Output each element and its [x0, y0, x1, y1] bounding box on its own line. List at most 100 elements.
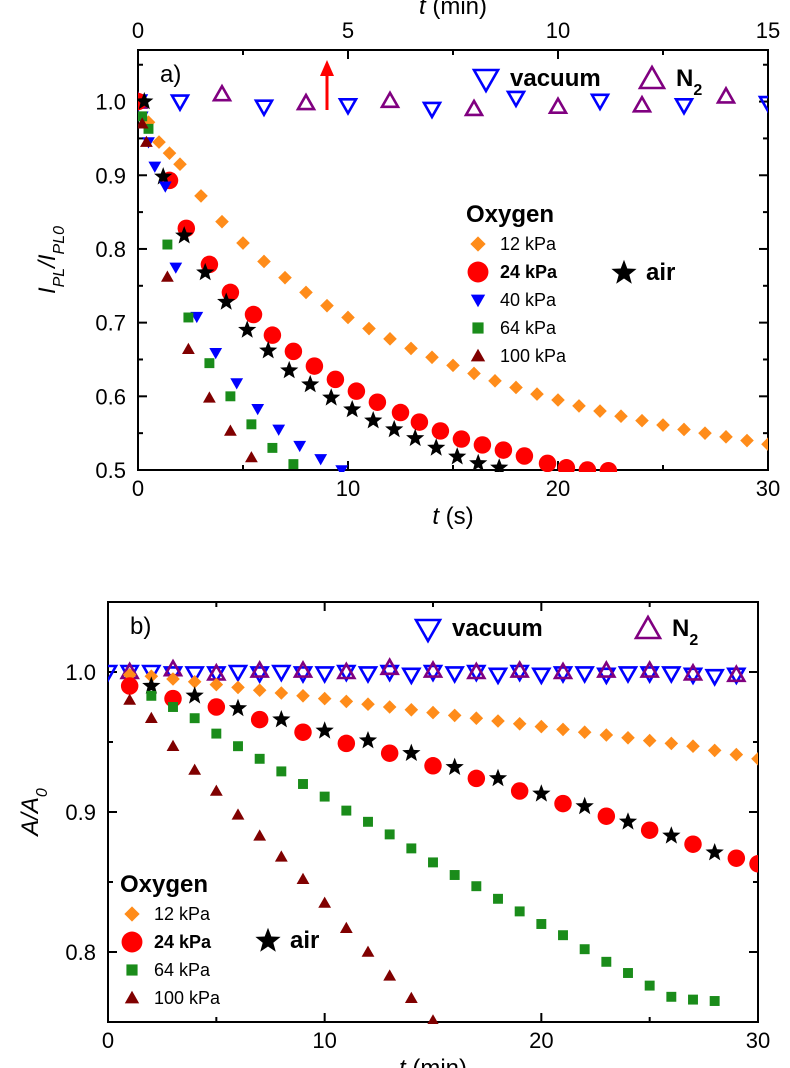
- data-point: [452, 430, 471, 448]
- data-point: [385, 419, 404, 438]
- data-point: [166, 672, 180, 686]
- legend-marker: [467, 261, 489, 283]
- data-point: [337, 734, 356, 753]
- data-point: [707, 743, 722, 758]
- data-point: [314, 666, 335, 685]
- data-point: [236, 236, 250, 250]
- data-point: [623, 968, 633, 978]
- data-point: [510, 782, 529, 800]
- y-label-slash: /: [34, 259, 61, 270]
- data-point: [531, 667, 552, 686]
- x-axis-label-var: t: [399, 1055, 407, 1068]
- data-point: [238, 320, 257, 338]
- data-point: [361, 945, 375, 957]
- data-point: [209, 784, 223, 796]
- data-point: [162, 239, 173, 250]
- data-point: [227, 664, 249, 683]
- data-point: [173, 157, 187, 172]
- data-point: [379, 90, 401, 109]
- data-point: [337, 97, 359, 116]
- panel-label: b): [130, 613, 151, 640]
- data-point: [426, 705, 440, 720]
- data-point: [404, 341, 418, 356]
- legend-marker: [255, 927, 281, 952]
- series-12-kpa: [122, 668, 758, 766]
- top-x-tick-label: 10: [546, 18, 570, 43]
- series-air: [138, 92, 509, 472]
- data-point: [509, 659, 530, 678]
- data-point: [466, 661, 487, 680]
- data-point: [661, 666, 682, 685]
- data-point: [469, 711, 484, 725]
- series-24-kpa: [120, 677, 758, 873]
- data-point: [343, 400, 362, 418]
- data-point: [249, 659, 270, 678]
- top-x-tick-label: 5: [342, 18, 354, 43]
- data-point: [245, 451, 258, 463]
- data-point: [664, 736, 679, 751]
- data-point: [246, 419, 257, 430]
- legend-label: N2: [672, 615, 698, 649]
- legend-label: 12 kPa: [500, 234, 557, 254]
- data-point: [259, 341, 278, 359]
- data-points: [138, 83, 768, 472]
- data-point: [189, 713, 200, 724]
- x-tick-label: 20: [546, 476, 570, 501]
- data-point: [599, 728, 614, 742]
- data-point: [621, 731, 635, 745]
- y-label-slash: /: [17, 811, 44, 822]
- data-point: [168, 702, 178, 712]
- legend-marker: [126, 964, 138, 976]
- legend-label: 100 kPa: [154, 988, 221, 1008]
- data-point: [314, 454, 328, 466]
- data-point: [341, 805, 352, 816]
- data-point: [252, 683, 267, 697]
- data-point: [488, 374, 502, 388]
- data-point: [209, 677, 224, 692]
- data-point: [379, 657, 400, 676]
- data-point: [272, 710, 291, 728]
- data-point: [148, 161, 162, 173]
- data-point: [473, 436, 492, 454]
- data-point: [402, 743, 421, 761]
- series-air: [142, 676, 724, 861]
- data-point: [577, 725, 592, 739]
- data-point: [551, 393, 565, 407]
- data-point: [146, 690, 157, 701]
- data-point: [494, 441, 513, 459]
- data-point: [617, 666, 639, 685]
- data-point: [406, 428, 425, 447]
- y-axis-label: A/A0: [17, 788, 51, 838]
- data-point: [538, 454, 557, 472]
- x-tick-label: 30: [746, 1028, 770, 1053]
- legend-marker: [413, 618, 443, 644]
- data-point: [152, 135, 166, 149]
- data-point: [166, 739, 180, 751]
- data-point: [547, 96, 569, 115]
- data-point: [209, 348, 223, 360]
- data-point: [552, 666, 574, 685]
- y-axis-label: IPL/IPL0: [34, 226, 68, 294]
- data-point: [445, 757, 464, 775]
- data-point: [401, 667, 422, 686]
- legend-label: N2: [676, 65, 702, 99]
- data-point: [552, 661, 574, 680]
- data-point: [154, 167, 173, 185]
- data-point: [357, 666, 379, 685]
- legend-label: air: [290, 927, 319, 954]
- y-tick-label: 0.7: [95, 311, 126, 336]
- data-point: [404, 991, 418, 1003]
- data-point: [686, 739, 700, 753]
- x-axis-label: t (s): [432, 503, 473, 530]
- data-point: [596, 659, 617, 678]
- data-point: [761, 437, 768, 452]
- x-tick-label: 20: [529, 1028, 553, 1053]
- legend-label: 40 kPa: [500, 290, 557, 310]
- data-point: [292, 666, 314, 685]
- data-point: [380, 744, 399, 762]
- data-point: [642, 733, 657, 748]
- annotation-arrow-head: [320, 60, 334, 76]
- data-point: [471, 881, 482, 892]
- data-point: [740, 433, 754, 448]
- data-point: [267, 442, 278, 453]
